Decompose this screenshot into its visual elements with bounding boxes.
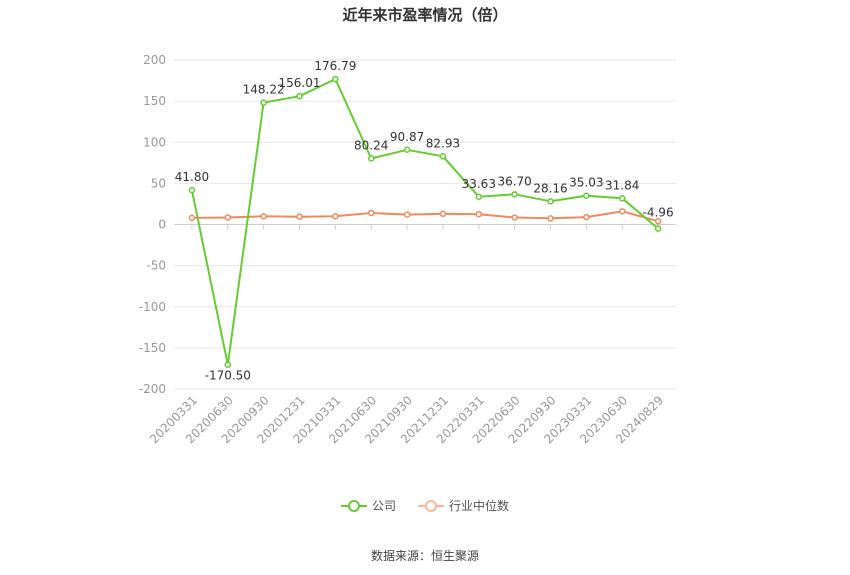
industry-point: [403, 211, 411, 218]
industry-point: [654, 217, 662, 225]
legend-company-label: 公司: [371, 499, 396, 513]
company-point: [583, 192, 590, 199]
y-tick-label: 200: [143, 53, 166, 67]
company-data-label: 148.22: [243, 83, 285, 97]
company-series-line: [190, 78, 659, 366]
industry-point: [475, 210, 483, 218]
company-data-label: 28.16: [533, 181, 567, 195]
legend-industry-marker: [418, 499, 444, 512]
company-data-label: 31.84: [605, 178, 639, 192]
legend-company-marker: [340, 499, 367, 512]
company-point: [224, 361, 232, 368]
chart-title: 近年来市盈率情况（倍）: [342, 6, 508, 24]
axis-layer: 200150100500-50-100-150-2002020033120200…: [139, 53, 666, 446]
company-data-label: 35.03: [569, 176, 603, 190]
company-data-label: 33.63: [462, 177, 496, 191]
y-tick-label: -200: [139, 382, 166, 396]
industry-point: [188, 214, 196, 222]
grid-layer: [174, 59, 676, 390]
series-layer: [188, 75, 662, 368]
legend-item-industry-median[interactable]: 行业中位数: [418, 497, 509, 514]
company-point: [618, 195, 626, 202]
y-tick-label: 0: [158, 218, 166, 232]
company-data-label: 90.87: [390, 130, 424, 144]
legend-industry-label: 行业中位数: [449, 499, 510, 513]
y-tick-label: -150: [139, 341, 166, 355]
company-data-label: 156.01: [279, 76, 321, 90]
company-data-label: 41.80: [175, 170, 209, 184]
company-point: [511, 191, 518, 198]
company-point: [332, 75, 339, 83]
industry-point: [224, 214, 232, 221]
company-point: [439, 153, 447, 160]
company-point: [188, 186, 196, 194]
company-point: [547, 198, 554, 205]
industry-point: [260, 213, 267, 220]
y-tick-label: 150: [143, 94, 166, 108]
company-data-label: -4.96: [643, 206, 674, 220]
company-data-label: 36.70: [497, 174, 531, 188]
company-point: [260, 99, 267, 106]
company-point: [296, 92, 303, 100]
industry-series-line: [191, 210, 659, 223]
y-tick-label: 50: [151, 176, 166, 190]
industry-point: [367, 209, 375, 217]
industry-point: [618, 208, 626, 215]
company-data-label: 176.79: [314, 59, 356, 73]
y-tick-label: 100: [143, 135, 166, 149]
industry-point: [511, 214, 518, 221]
legend-item-company[interactable]: 公司: [340, 497, 396, 514]
company-data-label: 80.24: [354, 139, 388, 153]
industry-point: [583, 213, 590, 221]
industry-point: [547, 215, 554, 222]
company-point: [367, 155, 375, 162]
company-point: [654, 225, 662, 232]
industry-point: [332, 213, 339, 220]
company-data-label: 82.93: [426, 136, 460, 150]
y-tick-label: -50: [146, 259, 166, 273]
industry-point: [439, 210, 447, 218]
industry-point: [296, 213, 303, 220]
y-tick-label: -100: [139, 300, 166, 314]
company-point: [475, 193, 483, 201]
company-point: [403, 146, 411, 154]
company-data-label: -170.50: [205, 369, 251, 383]
source-note: 数据来源：恒生聚源: [370, 549, 479, 563]
chart-legend: 公司 行业中位数: [0, 497, 850, 514]
